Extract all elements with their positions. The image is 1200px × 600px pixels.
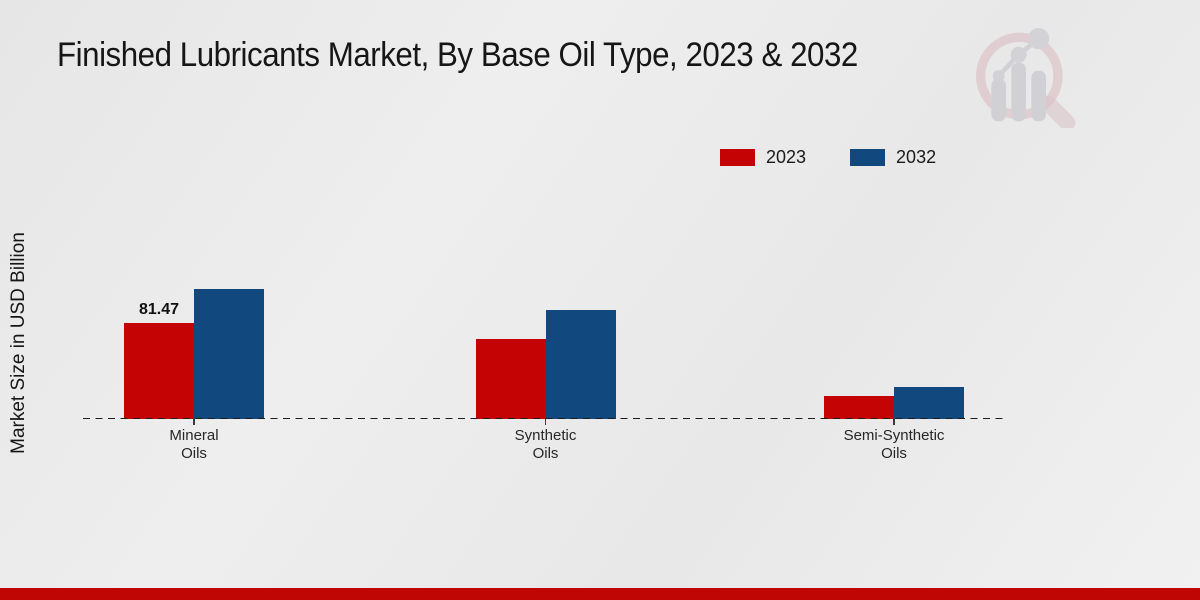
legend-label: 2023 bbox=[766, 147, 807, 167]
magnifier-bar-chart-logo-icon bbox=[976, 28, 1076, 128]
bar-value-label: 81.47 bbox=[138, 301, 180, 318]
bar-2023-synthetic-oils bbox=[475, 339, 546, 419]
footer-accent-bar bbox=[0, 588, 1200, 600]
y-axis-label: Market Size in USD Billion bbox=[8, 232, 29, 454]
bar-2032-synthetic-oils bbox=[545, 309, 616, 419]
category-label-mineral-oils: Mineral Oils bbox=[169, 427, 219, 462]
legend-label: 2032 bbox=[896, 147, 937, 167]
x-axis-tick bbox=[544, 419, 547, 425]
x-axis-tick bbox=[893, 419, 895, 425]
legend-item-2023: 2023 bbox=[720, 147, 806, 168]
category-label-semi-synthetic-oils: Semi-Synthetic Oils bbox=[843, 427, 945, 462]
legend-item-2032: 2032 bbox=[850, 147, 936, 168]
legend-swatch-2023 bbox=[720, 149, 755, 166]
bar-2032-semi-synthetic-oils bbox=[894, 387, 964, 419]
bar-2032-mineral-oils bbox=[194, 289, 264, 419]
legend-swatch-2032 bbox=[850, 149, 886, 166]
bar-2023-semi-synthetic-oils bbox=[824, 396, 894, 419]
chart-title: Finished Lubricants Market, By Base Oil … bbox=[57, 36, 858, 74]
chart-legend: 2023 2032 bbox=[720, 147, 980, 168]
category-label-synthetic-oils: Synthetic Oils bbox=[514, 427, 577, 462]
bar-2023-mineral-oils bbox=[124, 323, 194, 419]
x-axis-dashed-baseline bbox=[83, 417, 1005, 420]
x-axis-tick bbox=[193, 419, 195, 425]
